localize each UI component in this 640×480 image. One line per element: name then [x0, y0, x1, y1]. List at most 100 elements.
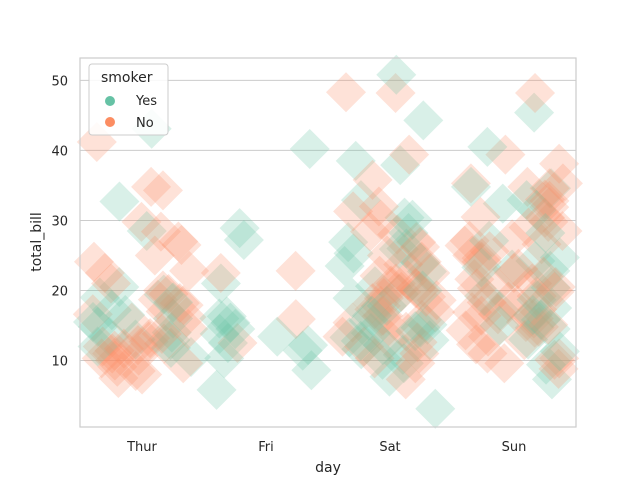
data-point-yes — [378, 229, 419, 270]
data-point-no — [84, 252, 125, 293]
data-point-yes — [415, 388, 456, 429]
data-point-yes — [407, 304, 448, 345]
data-point-no — [529, 187, 570, 228]
x-axis-label: day — [315, 460, 341, 476]
data-point-no — [352, 283, 393, 324]
data-point-no — [168, 308, 209, 349]
data-point-yes — [530, 308, 571, 349]
data-point-no — [516, 276, 557, 317]
data-point-no — [528, 304, 569, 345]
data-point-no — [352, 159, 393, 200]
data-point-no — [518, 306, 559, 347]
data-point-yes — [354, 266, 395, 307]
data-point-no — [73, 241, 114, 282]
data-point-no — [375, 73, 416, 114]
data-point-no — [121, 201, 162, 242]
data-point-no — [381, 271, 422, 312]
data-point-yes — [532, 287, 573, 328]
data-point-yes — [395, 311, 436, 352]
y-tick-label: 40 — [51, 144, 68, 159]
data-point-no — [275, 250, 316, 291]
data-point-yes — [376, 54, 417, 95]
data-point-no — [367, 235, 408, 276]
data-points — [72, 54, 583, 429]
y-tick-label: 20 — [51, 284, 68, 299]
data-point-yes — [126, 210, 167, 251]
data-point-yes — [282, 330, 323, 371]
data-point-no — [456, 268, 497, 309]
data-point-yes — [329, 317, 370, 358]
data-point-no — [166, 297, 207, 338]
data-point-no — [396, 222, 437, 263]
data-point-yes — [406, 251, 447, 292]
legend-title: smoker — [101, 70, 153, 86]
data-point-no — [535, 266, 576, 307]
data-point-no — [141, 313, 182, 354]
data-point-no — [377, 214, 418, 255]
data-point-no — [92, 333, 133, 374]
data-point-no — [521, 224, 562, 265]
data-point-yes — [204, 338, 245, 379]
data-point-no — [143, 323, 184, 364]
data-point-no — [415, 292, 456, 333]
data-point-no — [504, 320, 545, 361]
data-point-no — [452, 292, 493, 333]
data-point-yes — [89, 316, 130, 357]
data-point-yes — [77, 306, 118, 347]
data-point-no — [91, 263, 132, 304]
data-point-no — [361, 296, 402, 337]
data-point-no — [354, 338, 395, 379]
data-point-no — [416, 280, 457, 321]
data-point-no — [82, 326, 123, 367]
data-point-no — [517, 289, 558, 330]
data-point-yes — [526, 344, 567, 385]
data-point-yes — [350, 313, 391, 354]
data-point-no — [375, 263, 416, 304]
data-point-no — [513, 298, 554, 339]
data-point-no — [128, 321, 169, 362]
data-point-no — [477, 294, 518, 335]
data-point-yes — [105, 294, 146, 335]
gridlines — [80, 79, 576, 361]
data-point-yes — [366, 285, 407, 326]
data-point-no — [94, 340, 135, 381]
y-tick-label: 10 — [51, 354, 68, 369]
data-point-yes — [348, 300, 389, 341]
data-point-yes — [515, 241, 556, 282]
data-point-no — [401, 299, 442, 340]
data-point-no — [523, 256, 564, 297]
data-point-no — [497, 285, 538, 326]
data-point-yes — [369, 356, 410, 397]
data-point-no — [539, 143, 580, 184]
data-point-no — [475, 265, 516, 306]
data-point-yes — [531, 359, 572, 400]
data-point-no — [163, 343, 204, 384]
legend-label-no: No — [136, 116, 154, 131]
data-point-yes — [482, 183, 523, 224]
data-point-yes — [199, 313, 240, 354]
data-point-yes — [153, 298, 194, 339]
data-point-yes — [333, 233, 374, 274]
data-point-no — [524, 179, 565, 220]
data-point-yes — [479, 305, 520, 346]
data-point-yes — [378, 273, 419, 314]
data-point-no — [326, 72, 367, 113]
data-point-yes — [207, 322, 248, 363]
data-point-no — [508, 207, 549, 248]
data-point-no — [134, 235, 175, 276]
data-point-yes — [99, 266, 140, 307]
data-point-no — [122, 354, 163, 395]
data-point-yes — [340, 180, 381, 221]
data-point-no — [148, 273, 189, 314]
data-point-no — [514, 307, 555, 348]
data-point-no — [512, 263, 553, 304]
data-point-yes — [464, 276, 505, 317]
data-point-yes — [409, 320, 450, 361]
data-point-no — [450, 163, 491, 204]
data-point-no — [406, 276, 447, 317]
data-point-no — [386, 311, 427, 352]
data-point-yes — [403, 100, 444, 141]
data-point-no — [169, 250, 210, 291]
data-point-no — [360, 285, 401, 326]
data-point-no — [359, 255, 400, 296]
